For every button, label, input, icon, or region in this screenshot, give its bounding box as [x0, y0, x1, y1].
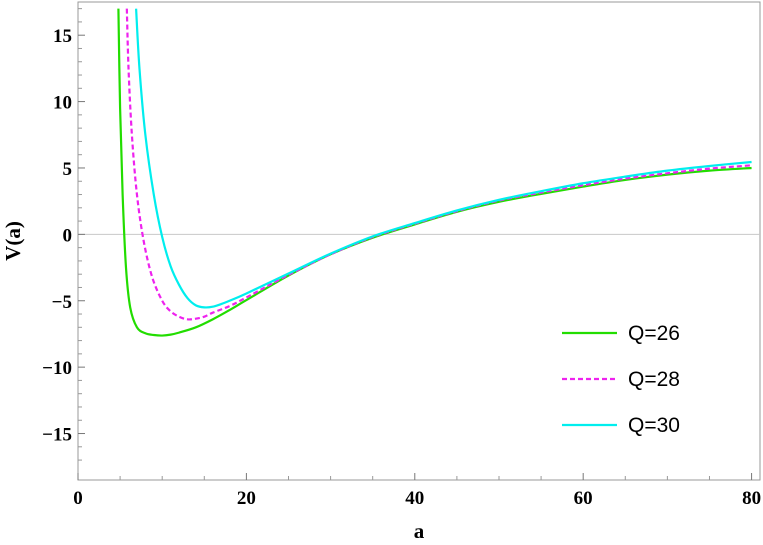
series-line-q-30 — [135, 8, 752, 309]
legend-label: Q=26 — [628, 322, 680, 345]
y-tick-label: 15 — [53, 26, 72, 47]
y-tick-label: 5 — [63, 159, 73, 180]
legend-label: Q=30 — [628, 414, 680, 437]
x-tick-label: 60 — [574, 488, 593, 509]
y-tick-label: 10 — [53, 93, 72, 114]
y-axis-label: V(a) — [1, 221, 25, 261]
series-line-q-26 — [117, 8, 752, 337]
y-tick-label: 0 — [63, 225, 73, 246]
x-axis-label: a — [414, 519, 425, 543]
x-tick-label: 20 — [237, 488, 256, 509]
x-tick-label: 0 — [73, 488, 83, 509]
x-tick-label: 80 — [742, 488, 761, 509]
legend-label: Q=28 — [628, 368, 680, 391]
y-tick-label: −5 — [52, 292, 72, 313]
ticks: 0 20 40 60 80 −15 −10 −5 0 5 10 15 — [42, 8, 761, 509]
y-tick-label: −10 — [42, 358, 72, 379]
y-tick-label: −15 — [42, 425, 72, 446]
plot-frame — [77, 1, 761, 481]
series-lines — [117, 8, 752, 337]
x-tick-label: 40 — [405, 488, 424, 509]
legend: Q=26 Q=28 Q=30 — [562, 322, 680, 437]
series-line-q-28 — [125, 8, 752, 321]
